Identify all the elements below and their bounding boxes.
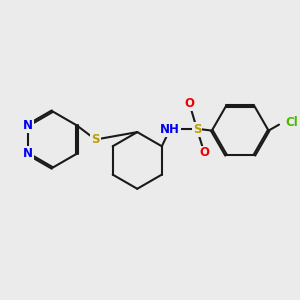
Text: S: S	[193, 123, 201, 136]
Text: NH: NH	[160, 123, 180, 136]
Text: O: O	[184, 97, 194, 110]
Text: Cl: Cl	[285, 116, 298, 129]
Text: N: N	[23, 147, 33, 160]
Text: S: S	[91, 133, 100, 146]
Text: N: N	[23, 119, 33, 132]
Text: O: O	[200, 146, 209, 160]
